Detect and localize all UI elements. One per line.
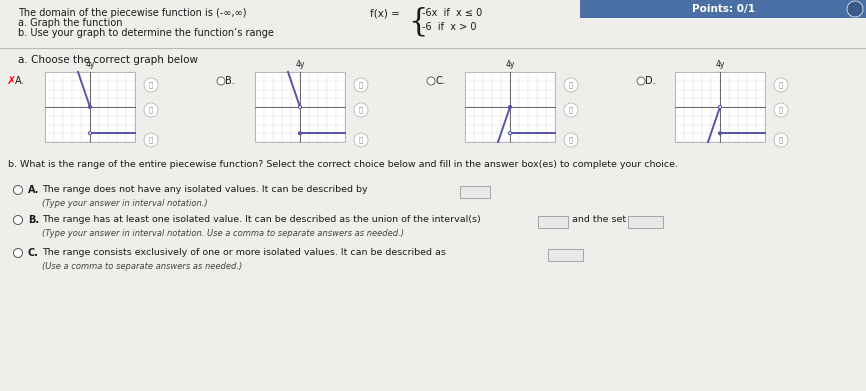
Circle shape	[637, 77, 645, 85]
Circle shape	[427, 77, 435, 85]
Text: (Use a comma to separate answers as needed.): (Use a comma to separate answers as need…	[42, 262, 242, 271]
Circle shape	[564, 78, 578, 92]
Text: Points: 0/1: Points: 0/1	[691, 4, 754, 14]
Text: (Type your answer in interval notation. Use a comma to separate answers as neede: (Type your answer in interval notation. …	[42, 229, 404, 238]
Bar	[548, 249, 583, 261]
Text: b. Use your graph to determine the function’s range: b. Use your graph to determine the funct…	[18, 28, 274, 38]
Bar	[255, 72, 345, 142]
Bar	[460, 186, 490, 198]
Circle shape	[299, 106, 301, 108]
Circle shape	[774, 133, 788, 147]
Text: B.: B.	[28, 215, 39, 225]
Text: ⌕: ⌕	[359, 137, 363, 143]
Circle shape	[217, 77, 225, 85]
Text: -6x  if  x ≤ 0: -6x if x ≤ 0	[422, 8, 482, 18]
Text: ⌕: ⌕	[779, 82, 783, 88]
Circle shape	[88, 106, 92, 108]
Text: The range does not have any isolated values. It can be described by: The range does not have any isolated val…	[42, 185, 368, 194]
Text: C.: C.	[28, 248, 39, 258]
Text: {: {	[408, 6, 428, 37]
Text: 4y: 4y	[86, 60, 94, 69]
Text: ⌕: ⌕	[149, 107, 153, 113]
Circle shape	[354, 133, 368, 147]
Text: ✗: ✗	[7, 76, 16, 86]
Circle shape	[719, 106, 721, 108]
Bar	[675, 72, 765, 142]
Circle shape	[144, 133, 158, 147]
Bar	[45, 72, 135, 142]
Circle shape	[847, 1, 863, 17]
Text: ⌕: ⌕	[149, 137, 153, 143]
Circle shape	[299, 132, 301, 135]
Text: 4y: 4y	[295, 60, 305, 69]
Text: b. What is the range of the entire piecewise function? Select the correct choice: b. What is the range of the entire piece…	[8, 160, 678, 169]
Text: f(x) =: f(x) =	[370, 8, 400, 18]
Text: 4y: 4y	[715, 60, 725, 69]
Text: The domain of the piecewise function is (-∞,∞): The domain of the piecewise function is …	[18, 8, 247, 18]
Circle shape	[14, 185, 23, 194]
Text: ⌕: ⌕	[149, 82, 153, 88]
Circle shape	[564, 103, 578, 117]
Text: a. Graph the function: a. Graph the function	[18, 18, 122, 28]
Text: ⌕: ⌕	[359, 107, 363, 113]
Text: C.: C.	[435, 76, 445, 86]
Text: ⌕: ⌕	[779, 137, 783, 143]
Circle shape	[774, 78, 788, 92]
Text: ⌕: ⌕	[569, 137, 573, 143]
Circle shape	[508, 132, 512, 135]
Text: D.: D.	[645, 76, 656, 86]
Text: and the set: and the set	[572, 215, 626, 224]
Circle shape	[354, 103, 368, 117]
Text: (Type your answer in interval notation.): (Type your answer in interval notation.)	[42, 199, 208, 208]
Text: ⌕: ⌕	[569, 82, 573, 88]
Circle shape	[508, 106, 512, 108]
Circle shape	[88, 132, 92, 135]
Circle shape	[14, 249, 23, 258]
Text: ⌕: ⌕	[779, 107, 783, 113]
Bar	[628, 216, 663, 228]
Text: 4y: 4y	[506, 60, 514, 69]
Text: A.: A.	[28, 185, 39, 195]
Circle shape	[719, 132, 721, 135]
Text: B.: B.	[225, 76, 235, 86]
Bar	[538, 216, 568, 228]
Text: a. Choose the correct graph below: a. Choose the correct graph below	[18, 55, 198, 65]
Bar	[580, 0, 866, 18]
Circle shape	[564, 133, 578, 147]
Circle shape	[354, 78, 368, 92]
Text: ⌕: ⌕	[569, 107, 573, 113]
Text: A.: A.	[15, 76, 24, 86]
Text: The range has at least one isolated value. It can be described as the union of t: The range has at least one isolated valu…	[42, 215, 481, 224]
Circle shape	[14, 215, 23, 224]
Text: ⌕: ⌕	[359, 82, 363, 88]
Circle shape	[144, 78, 158, 92]
Circle shape	[144, 103, 158, 117]
Bar	[465, 72, 555, 142]
Text: -6  if  x > 0: -6 if x > 0	[422, 22, 476, 32]
Circle shape	[774, 103, 788, 117]
Text: The range consists exclusively of one or more isolated values. It can be describ: The range consists exclusively of one or…	[42, 248, 446, 257]
